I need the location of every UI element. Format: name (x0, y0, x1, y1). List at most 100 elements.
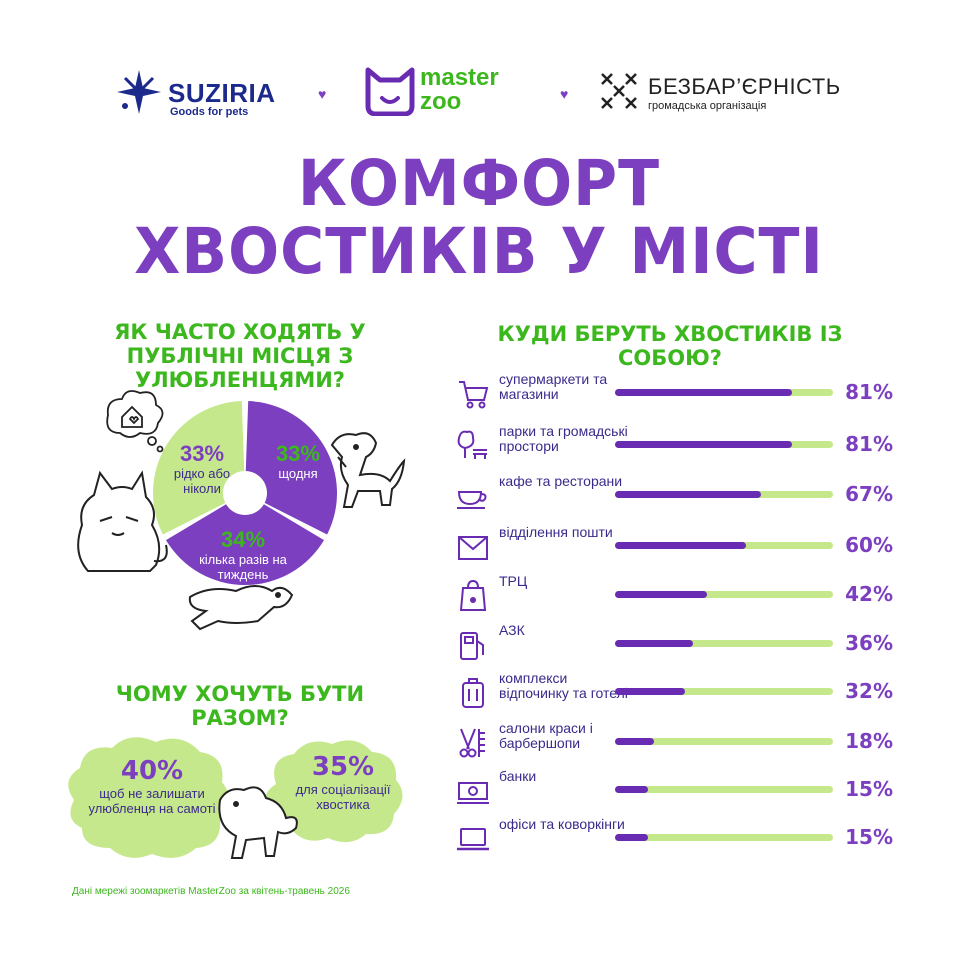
pie-slice-2 (152, 401, 245, 535)
laptop-icon (457, 828, 489, 851)
bar-row: ТРЦ 42% (455, 574, 895, 618)
bar-fill (615, 441, 792, 448)
pie-text-rarely: рідко або ніколи (173, 466, 231, 496)
bar-row: відділення пошти 60% (455, 525, 895, 569)
bar-row: АЗК 36% (455, 623, 895, 667)
bar-value-label: 81% (845, 380, 893, 404)
bezbar-logo (601, 73, 637, 109)
suziria-tagline: Goods for pets (170, 106, 249, 118)
pie-chart-title: ЯК ЧАСТО ХОДЯТЬ У ПУБЛІЧНІ МІСЦЯ З УЛЮБЛ… (114, 320, 366, 392)
heart-icon: ♥ (560, 86, 569, 102)
scissors-icon (459, 728, 485, 758)
coffee-cup-icon (457, 491, 487, 509)
title-line1: КОМФОРТ (297, 147, 661, 221)
pie-value-daily: 33% (275, 441, 321, 466)
cloud-left (68, 737, 230, 858)
pie-chart (77, 390, 406, 631)
pie-label-rarely: 33% рідко або ніколи (162, 441, 242, 497)
bar-label: салони краси і барбершопи (499, 720, 593, 751)
bar-fill (615, 640, 694, 647)
reason-alone-value: 40% (120, 756, 184, 786)
bar-track (615, 640, 833, 647)
bar-label: парки та громадські простори (499, 423, 628, 454)
suitcase-icon (462, 678, 484, 708)
pie-text-daily: щодня (278, 466, 318, 481)
bar-track (615, 542, 833, 549)
fuel-pump-icon (460, 632, 484, 660)
shopping-bag-icon (459, 579, 487, 611)
bar-value-label: 81% (845, 432, 893, 456)
reasons-illustration (68, 737, 403, 859)
bar-fill (615, 542, 746, 549)
bar-chart-title: КУДИ БЕРУТЬ ХВОСТИКІВ ІЗ СОБОЮ? (497, 322, 843, 370)
reason-alone-text: щоб не залишати улюбленця на самоті (88, 786, 216, 816)
reasons-title: ЧОМУ ХОЧУТЬ БУТИ РАЗОМ? (115, 682, 365, 730)
masterzoo-line1: master (420, 64, 499, 91)
title-line2: ХВОСТИКІВ У МІСТІ (134, 215, 824, 289)
bar-label: відділення пошти (499, 524, 613, 540)
bar-fill (615, 786, 648, 793)
page-title: КОМФОРТ ХВОСТИКІВ У МІСТІ (0, 147, 958, 289)
bar-row: супермаркети та магазини 81% (455, 372, 895, 416)
bar-fill (615, 389, 792, 396)
reason-social-text: для соціалізації хвостика (295, 782, 391, 812)
bar-track (615, 786, 833, 793)
reason-social: 35% для соціалізації хвостика (278, 752, 408, 812)
footnote: Дані мережі зоомаркетів MasterZoo за кві… (72, 886, 350, 897)
bar-track (615, 491, 833, 498)
bar-fill (615, 591, 707, 598)
bar-value-label: 15% (845, 777, 893, 801)
bar-row: салони краси і барбершопи 18% (455, 721, 895, 765)
masterzoo-line2: zoo (420, 88, 462, 115)
reason-alone: 40% щоб не залишати улюбленця на самоті (82, 756, 222, 816)
bar-track (615, 441, 833, 448)
small-dog-illustration (218, 786, 298, 859)
pie-slices (152, 401, 337, 585)
bar-label: АЗК (499, 622, 525, 638)
mail-icon (458, 536, 488, 560)
bar-row: парки та громадські простори 81% (455, 424, 895, 468)
bezbar-name: БЕЗБАР’ЄРНІСТЬ (648, 74, 841, 99)
bar-row: кафе та ресторани 67% (455, 474, 895, 518)
pie-slice-0 (245, 401, 337, 535)
bar-row: офіси та коворкінги 15% (455, 817, 895, 861)
bar-label: офіси та коворкінги (499, 816, 625, 832)
park-icon (457, 430, 487, 459)
suziria-star-logo (117, 70, 161, 114)
lying-dog-illustration (188, 585, 294, 631)
bar-label: супермаркети та магазини (499, 371, 608, 402)
pie-label-daily: 33% щодня (258, 441, 338, 482)
bar-fill (615, 688, 685, 695)
bar-label: кафе та ресторани (499, 473, 623, 489)
heart-icon: ♥ (318, 86, 327, 102)
bar-row: банки 15% (455, 769, 895, 813)
bar-label: комплекси відпочинку та готелі (499, 670, 628, 701)
bar-track (615, 591, 833, 598)
pie-text-weekly: кілька разів на тиждень (199, 552, 287, 582)
bar-value-label: 60% (845, 533, 893, 557)
bar-track (615, 688, 833, 695)
reason-social-value: 35% (311, 752, 375, 782)
pie-value-rarely: 33% (179, 441, 225, 466)
masterzoo-name: master zoo (420, 66, 540, 114)
bar-fill (615, 738, 655, 745)
bezbar-tagline: громадська організація (648, 100, 767, 112)
cloud-right (265, 740, 403, 843)
bar-value-label: 18% (845, 729, 893, 753)
bar-value-label: 36% (845, 631, 893, 655)
suziria-name: SUZIRIA (168, 78, 276, 108)
bar-value-label: 15% (845, 825, 893, 849)
thought-bubble-illustration (106, 390, 164, 453)
bar-value-label: 42% (845, 582, 893, 606)
bar-track (615, 389, 833, 396)
bar-value-label: 67% (845, 482, 893, 506)
bar-track (615, 834, 833, 841)
pie-slice-1 (165, 504, 325, 585)
bar-fill (615, 834, 648, 841)
bar-track (615, 738, 833, 745)
pie-label-weekly: 34% кілька разів на тиждень (188, 528, 298, 583)
bar-label: ТРЦ (499, 573, 528, 589)
masterzoo-cat-logo (365, 67, 415, 116)
bar-row: комплекси відпочинку та готелі 32% (455, 671, 895, 715)
cat-illustration (77, 470, 168, 572)
